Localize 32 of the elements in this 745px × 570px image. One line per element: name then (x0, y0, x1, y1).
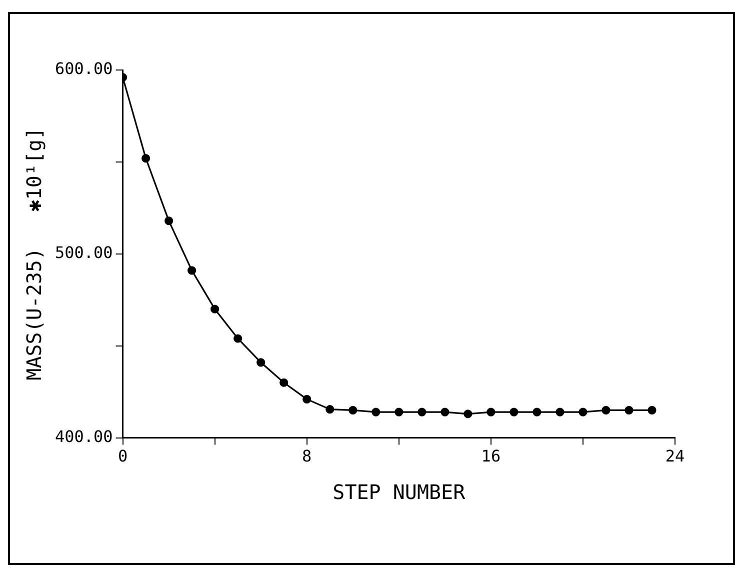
point (602, 406, 610, 415)
point (486, 408, 496, 416)
point (302, 394, 312, 404)
point (532, 408, 542, 416)
point (210, 304, 220, 314)
point (280, 378, 288, 387)
x-axis-title: STEP NUMBER (332, 480, 466, 504)
point (440, 408, 450, 416)
point (142, 154, 150, 163)
point (164, 216, 174, 226)
x-tick-label: 16 (481, 446, 501, 466)
x-tick-label: 24 (665, 446, 685, 466)
point (372, 408, 380, 416)
point (234, 334, 242, 343)
point (510, 408, 518, 416)
point (464, 410, 472, 418)
point (418, 408, 426, 416)
y-tick-label: 400.00 (55, 426, 113, 446)
x-tick-label: 8 (302, 446, 312, 466)
point (394, 408, 404, 416)
point (578, 408, 588, 416)
point (326, 404, 334, 414)
y-tick-label: 600.00 (55, 59, 113, 78)
point (556, 408, 564, 416)
x-tick-label: 0 (118, 446, 128, 466)
point (188, 266, 196, 275)
y-tick-label: 500.00 (55, 243, 113, 262)
point (348, 406, 358, 415)
point (624, 406, 634, 415)
point (256, 358, 266, 367)
point (648, 406, 656, 415)
y-axis-title: MASS(U-235) ✱10¹[g] (22, 127, 46, 380)
